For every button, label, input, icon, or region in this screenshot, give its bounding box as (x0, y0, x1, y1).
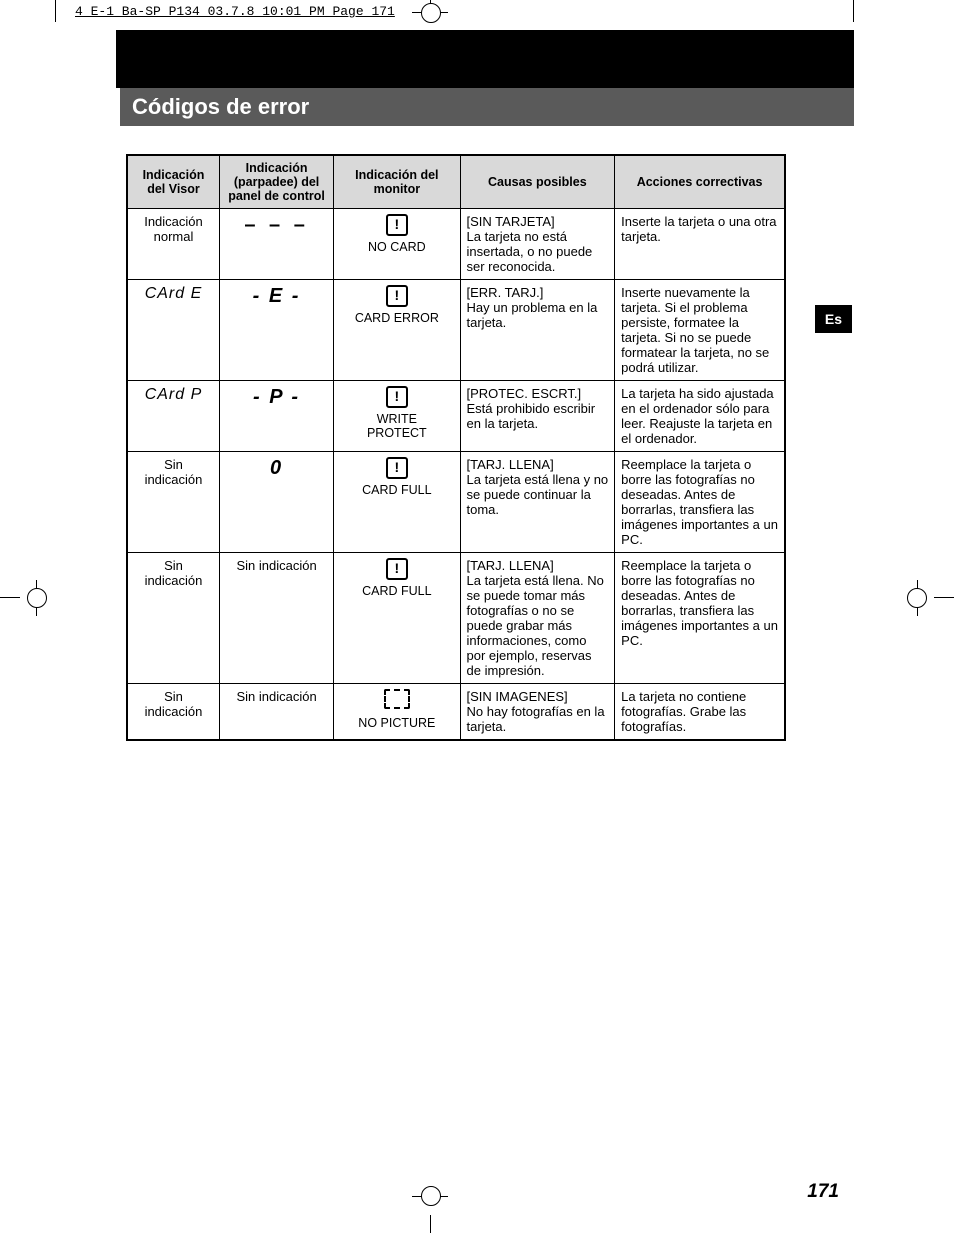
warning-icon: ! (386, 457, 408, 479)
th-action: Acciones correctivas (615, 155, 785, 209)
cell-panel: Sin indicación (219, 553, 333, 684)
table-row: CArd P- P -!WRITEPROTECT[PROTEC. ESCRT.]… (127, 381, 785, 452)
cell-monitor: !CARD FULL (334, 553, 460, 684)
cell-panel: - P - (219, 381, 333, 452)
page-content: Códigos de error Es Indicación del Visor… (56, 30, 852, 741)
cell-panel: - E - (219, 280, 333, 381)
cell-action: La tarjeta ha sido ajustada en el ordena… (615, 381, 785, 452)
table-row: Sin indicación0!CARD FULL[TARJ. LLENA]La… (127, 452, 785, 553)
cell-cause: [PROTEC. ESCRT.]Está prohibido escribir … (460, 381, 615, 452)
cell-monitor: !NO CARD (334, 209, 460, 280)
th-cause: Causas posibles (460, 155, 615, 209)
cell-monitor: !CARD ERROR (334, 280, 460, 381)
page-number: 171 (807, 1181, 839, 1203)
table-row: Sin indicaciónSin indicaciónNO PICTURE[S… (127, 684, 785, 741)
cell-panel: 0 (219, 452, 333, 553)
cell-visor: Sin indicación (127, 684, 219, 741)
cell-panel: Sin indicación (219, 684, 333, 741)
cell-action: La tarjeta no contiene fotografías. Grab… (615, 684, 785, 741)
cell-cause: [SIN TARJETA]La tarjeta no está insertad… (460, 209, 615, 280)
cell-panel: – – – (219, 209, 333, 280)
black-header-band (116, 30, 854, 88)
cell-monitor: !WRITEPROTECT (334, 381, 460, 452)
table-row: CArd E- E -!CARD ERROR[ERR. TARJ.]Hay un… (127, 280, 785, 381)
no-picture-icon (384, 689, 410, 709)
th-monitor: Indicación del monitor (334, 155, 460, 209)
cell-visor: Indicación normal (127, 209, 219, 280)
warning-icon: ! (386, 558, 408, 580)
cell-cause: [TARJ. LLENA]La tarjeta está llena y no … (460, 452, 615, 553)
cell-monitor: NO PICTURE (334, 684, 460, 741)
warning-icon: ! (386, 214, 408, 236)
slugline: 4 E-1 Ba-SP P134 03.7.8 10:01 PM Page 17… (75, 4, 395, 19)
cell-action: Inserte la tarjeta o una otra tarjeta. (615, 209, 785, 280)
language-tab: Es (815, 305, 852, 333)
th-panel: Indicación (parpadee) del panel de contr… (219, 155, 333, 209)
cell-visor: CArd E (127, 280, 219, 381)
cell-cause: [SIN IMAGENES]No hay fotografías en la t… (460, 684, 615, 741)
section-title: Códigos de error (116, 88, 854, 126)
cell-visor: Sin indicación (127, 553, 219, 684)
cell-monitor: !CARD FULL (334, 452, 460, 553)
cell-cause: [TARJ. LLENA]La tarjeta está llena. No s… (460, 553, 615, 684)
cell-visor: CArd P (127, 381, 219, 452)
th-visor: Indicación del Visor (127, 155, 219, 209)
error-codes-table: Indicación del Visor Indicación (parpade… (126, 154, 786, 741)
warning-icon: ! (386, 386, 408, 408)
cell-visor: Sin indicación (127, 452, 219, 553)
cell-action: Reemplace la tarjeta o borre las fotogra… (615, 553, 785, 684)
cell-action: Inserte nuevamente la tarjeta. Si el pro… (615, 280, 785, 381)
cell-action: Reemplace la tarjeta o borre las fotogra… (615, 452, 785, 553)
table-row: Indicación normal– – –!NO CARD[SIN TARJE… (127, 209, 785, 280)
cell-cause: [ERR. TARJ.]Hay un problema en la tarjet… (460, 280, 615, 381)
warning-icon: ! (386, 285, 408, 307)
table-row: Sin indicaciónSin indicación!CARD FULL[T… (127, 553, 785, 684)
